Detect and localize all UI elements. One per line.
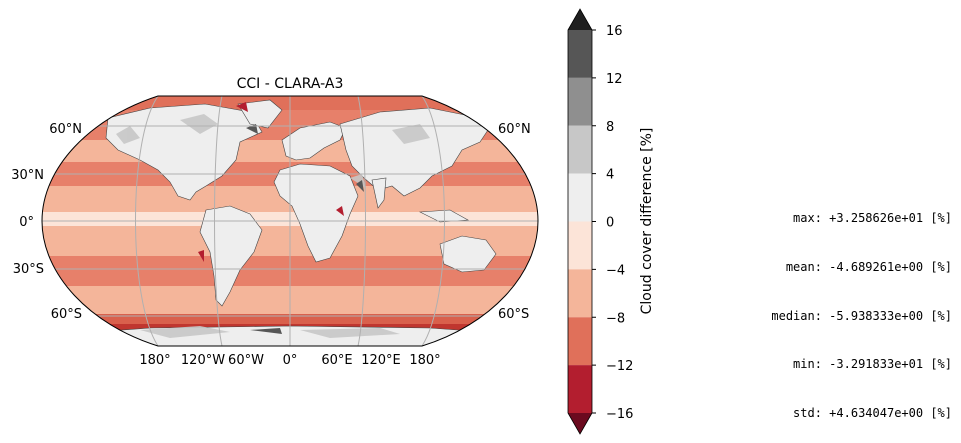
world-map <box>42 96 538 346</box>
lon-label: 120°E <box>361 353 401 368</box>
colorbar-tick-label: 0 <box>606 216 614 231</box>
lat-label: 60°S <box>498 307 529 322</box>
graticule <box>42 96 538 346</box>
colorbar-tick-label: −12 <box>606 359 633 374</box>
colorbar-bin <box>568 365 592 413</box>
europe <box>281 121 347 161</box>
lon-label: 120°W <box>181 353 225 368</box>
stat-max: max: +3.258626e+01 [%] <box>793 211 952 226</box>
lat-label: 60°N <box>49 122 82 137</box>
colorbar-tick-label: −4 <box>606 263 625 278</box>
colorbar-tick-label: 8 <box>606 120 614 135</box>
australia <box>439 235 497 273</box>
lon-label: 0° <box>283 353 298 368</box>
lon-label: 60°E <box>321 353 352 368</box>
colorbar-bin <box>568 77 592 126</box>
lat-label: 30°N <box>11 168 44 183</box>
lat-label: 30°S <box>13 262 44 277</box>
latitude-labels-right: 60°N 60°S <box>498 122 531 322</box>
colorbar-tick-label: −16 <box>606 407 633 422</box>
lon-label: 180° <box>139 353 170 368</box>
colorbar-bin <box>568 221 592 270</box>
stat-median: median: -5.938333e+00 [%] <box>771 308 952 323</box>
greenland <box>237 99 283 129</box>
lat-label: 0° <box>19 215 34 230</box>
colorbar-tick-label: 16 <box>606 24 623 39</box>
longitude-labels: 180° 120°W 60°W 0° 60°E 120°E 180° <box>139 353 440 368</box>
colorbar <box>567 8 593 435</box>
africa <box>273 163 359 263</box>
lat-label: 60°N <box>498 122 531 137</box>
colorbar-bin <box>568 30 592 78</box>
positive-difference-patches <box>116 114 430 338</box>
colorbar-extend-min <box>568 413 592 434</box>
map-title: CCI - CLARA-A3 <box>237 76 344 92</box>
colorbar-bin <box>568 317 592 366</box>
stat-mean: mean: -4.689261e+00 [%] <box>785 260 952 275</box>
india <box>371 177 387 209</box>
colorbar-tick-label: 12 <box>606 72 623 87</box>
lat-label: 60°S <box>51 307 82 322</box>
colorbar-bin <box>568 125 592 174</box>
colorbar-tick-label: −8 <box>606 311 625 326</box>
statistics-panel: max: +3.258626e+01 [%] mean: -4.689261e+… <box>700 178 952 437</box>
stat-std: std: +4.634047e+00 [%] <box>793 405 952 420</box>
lon-label: 180° <box>409 353 440 368</box>
stat-min: min: -3.291833e+01 [%] <box>793 357 952 372</box>
lon-label: 60°W <box>228 353 264 368</box>
colorbar-label: Cloud cover difference [%] <box>639 128 655 315</box>
colorbar-tick-label: 4 <box>606 168 614 183</box>
colorbar-ticks: 16 12 8 4 0 −4 −8 −12 −16 <box>592 24 633 422</box>
colorbar-extend-max <box>568 9 592 30</box>
latitude-labels-left: 60°N 30°N 0° 30°S 60°S <box>11 122 82 322</box>
colorbar-bin <box>568 269 592 318</box>
colorbar-bin <box>568 173 592 222</box>
